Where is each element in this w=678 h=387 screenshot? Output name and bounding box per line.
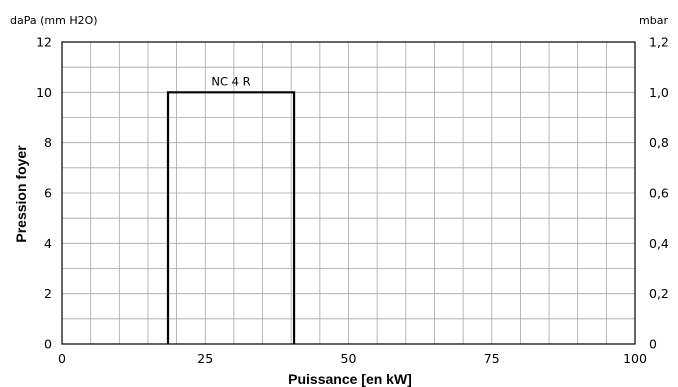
y-left-unit-label: daPa (mm H2O) [10, 14, 98, 27]
y-right-tick-label: 0,8 [649, 135, 669, 150]
y-left-tick-label: 0 [44, 337, 52, 352]
y-left-tick-label: 6 [44, 186, 52, 201]
y-right-tick-label: 0,2 [649, 286, 669, 301]
y-right-tick-label: 0 [649, 337, 657, 352]
y-left-tick-label: 2 [44, 286, 52, 301]
x-tick-label: 25 [197, 351, 213, 366]
y-right-unit-label: mbar [639, 14, 668, 27]
y-left-tick-label: 10 [36, 85, 52, 100]
x-tick-label: 100 [623, 351, 647, 366]
series-label: NC 4 R [211, 74, 250, 88]
y-left-tick-label: 4 [44, 236, 52, 251]
series-layer: NC 4 R [166, 74, 296, 344]
y-right-tick-label: 0,6 [649, 186, 669, 201]
plot-frame [61, 41, 636, 345]
y-axis-title: Pression foyer [13, 145, 29, 243]
y-left-tick-label: 8 [44, 135, 52, 150]
grid [62, 42, 635, 344]
y-left-tick-label: 12 [36, 35, 52, 50]
y-right-tick-label: 1,2 [649, 35, 669, 50]
x-tick-label: 75 [484, 351, 500, 366]
x-axis-title: Puissance [en kW] [288, 371, 412, 387]
x-tick-label: 50 [341, 351, 357, 366]
x-tick-label: 0 [58, 351, 66, 366]
series-line [166, 91, 296, 344]
y-right-tick-label: 0,4 [649, 236, 669, 251]
y-right-tick-label: 1,0 [649, 85, 669, 100]
